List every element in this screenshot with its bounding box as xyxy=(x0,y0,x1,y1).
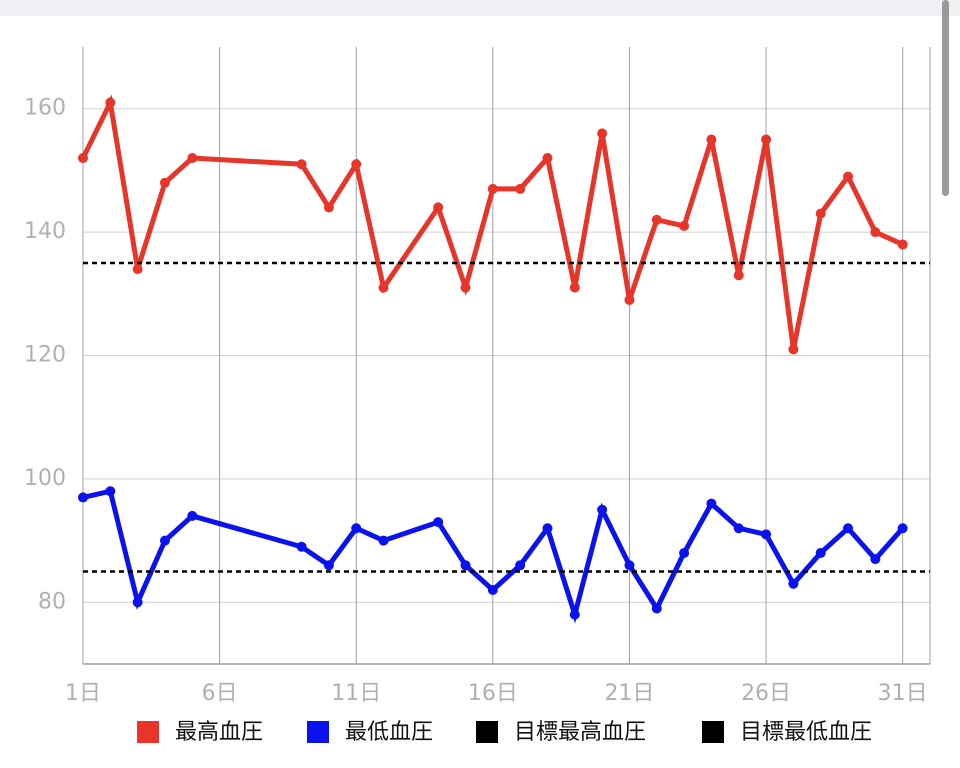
data-point xyxy=(433,202,444,213)
x-tick-label: 21日 xyxy=(604,681,654,706)
data-point xyxy=(815,208,826,219)
x-tick-label: 11日 xyxy=(331,681,381,706)
data-point xyxy=(460,282,471,293)
data-point xyxy=(351,523,362,534)
data-point xyxy=(761,134,772,145)
data-point xyxy=(624,560,635,571)
legend-label: 最低血圧 xyxy=(345,720,433,745)
data-point xyxy=(733,523,744,534)
x-tick-label: 31日 xyxy=(878,681,928,706)
legend-swatch xyxy=(476,721,498,743)
data-point xyxy=(542,523,553,534)
data-point xyxy=(815,547,826,558)
data-point xyxy=(761,529,772,540)
data-point xyxy=(788,344,799,355)
data-point xyxy=(105,486,116,497)
legend-swatch xyxy=(702,721,724,743)
data-point xyxy=(487,584,498,595)
data-point xyxy=(706,498,717,509)
data-point xyxy=(679,220,690,231)
data-point xyxy=(433,517,444,528)
data-point xyxy=(132,597,143,608)
data-point xyxy=(843,171,854,182)
x-tick-label: 26日 xyxy=(741,681,791,706)
data-point xyxy=(78,153,88,164)
data-point xyxy=(870,554,881,565)
data-point xyxy=(597,128,608,139)
data-point xyxy=(897,523,908,534)
data-point xyxy=(78,492,88,503)
data-point xyxy=(569,282,580,293)
data-point xyxy=(706,134,717,145)
data-point xyxy=(378,282,389,293)
legend-swatch xyxy=(307,721,329,743)
data-point xyxy=(460,560,471,571)
data-point xyxy=(651,214,662,225)
data-point xyxy=(487,183,498,194)
data-point xyxy=(351,159,362,170)
data-point xyxy=(296,541,307,552)
data-point xyxy=(515,560,526,571)
scrollbar[interactable] xyxy=(942,0,949,196)
data-point xyxy=(624,294,635,305)
y-tick-label: 100 xyxy=(24,466,66,491)
data-point xyxy=(843,523,854,534)
y-tick-label: 160 xyxy=(24,96,66,121)
data-point xyxy=(187,510,198,521)
y-tick-label: 140 xyxy=(24,219,66,244)
data-point xyxy=(378,535,389,546)
legend-swatch xyxy=(137,721,159,743)
data-point xyxy=(597,504,608,515)
legend-label: 最高血圧 xyxy=(175,720,263,745)
x-tick-label: 1日 xyxy=(65,681,101,706)
data-point xyxy=(105,97,116,108)
data-point xyxy=(159,177,170,188)
data-point xyxy=(542,153,553,164)
data-point xyxy=(323,202,334,213)
data-point xyxy=(296,159,307,170)
data-point xyxy=(323,560,334,571)
x-tick-label: 6日 xyxy=(202,681,238,706)
legend-label: 目標最高血圧 xyxy=(514,720,646,745)
data-point xyxy=(651,603,662,614)
data-point xyxy=(187,153,198,164)
data-point xyxy=(515,183,526,194)
data-point xyxy=(870,227,881,238)
data-point xyxy=(897,239,908,250)
y-tick-label: 120 xyxy=(24,343,66,368)
data-point xyxy=(569,609,580,620)
data-point xyxy=(788,578,799,589)
x-tick-label: 16日 xyxy=(468,681,518,706)
data-point xyxy=(159,535,170,546)
data-point xyxy=(679,547,690,558)
legend-label: 目標最低血圧 xyxy=(740,720,872,745)
data-point xyxy=(733,270,744,281)
y-tick-label: 80 xyxy=(38,589,66,614)
data-point xyxy=(132,264,143,275)
top-bar xyxy=(0,0,960,16)
